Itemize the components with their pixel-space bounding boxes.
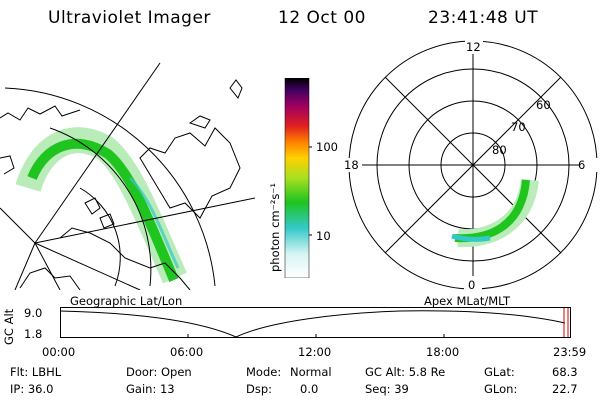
geographic-caption: Geographic Lat/Lon — [70, 294, 183, 308]
apex-caption: Apex MLat/MLT — [424, 294, 511, 308]
lat-label-70: 70 — [511, 120, 526, 134]
filter-info: Flt: LBHL — [10, 365, 62, 379]
door-info: Door: Open — [126, 365, 192, 379]
mode-value: Normal — [290, 365, 332, 379]
seq-info: Seq: 39 — [365, 382, 409, 396]
mlt-label-12: 12 — [466, 40, 481, 54]
dsp-value: 0.0 — [300, 382, 319, 396]
timeline-ytick-top: 9.0 — [24, 306, 43, 320]
mlt-label-0: 0 — [468, 278, 476, 292]
timeline-ylabel: GC Alt — [2, 308, 16, 345]
mode-label: Mode: — [246, 365, 282, 379]
glon-label: GLon: — [484, 382, 518, 396]
colorbar-tick-10: 10 — [316, 229, 331, 243]
ip-info: IP: 36.0 — [10, 382, 54, 396]
mlt-label-6: 6 — [578, 158, 586, 172]
timeline-ytick-bottom: 1.8 — [24, 327, 43, 341]
altitude-curve — [60, 310, 566, 338]
gain-info: Gain: 13 — [126, 382, 175, 396]
aurora-oval — [27, 138, 179, 282]
dsp-label: Dsp: — [246, 382, 273, 396]
timeline-xtick-1200: 12:00 — [298, 345, 332, 359]
polar-plot — [340, 40, 598, 290]
timeline-xtick-0000: 00:00 — [42, 345, 76, 359]
colorbar-tick-100: 100 — [316, 140, 338, 154]
timeline-xtick-1800: 18:00 — [426, 345, 460, 359]
geographic-map — [0, 62, 255, 290]
timeline-xtick-2359: 23:59 — [553, 345, 587, 359]
app-title: Ultraviolet Imager — [48, 8, 211, 28]
gc-alt-info: GC Alt: 5.8 Re — [365, 365, 446, 379]
lat-label-60: 60 — [536, 98, 551, 112]
glat-label: GLat: — [484, 365, 515, 379]
colorbar-unit-label: photon cm⁻²s⁻¹ — [268, 183, 282, 272]
glon-value: 22.7 — [552, 382, 578, 396]
colorbar — [284, 78, 312, 278]
date-label: 12 Oct 00 — [278, 8, 366, 28]
lat-label-80: 80 — [492, 143, 507, 157]
time-label: 23:41:48 UT — [428, 8, 539, 28]
orbit-timeline — [60, 307, 571, 338]
timeline-xtick-0600: 06:00 — [170, 345, 204, 359]
mlt-label-18: 18 — [344, 158, 359, 172]
glat-value: 68.3 — [552, 365, 578, 379]
